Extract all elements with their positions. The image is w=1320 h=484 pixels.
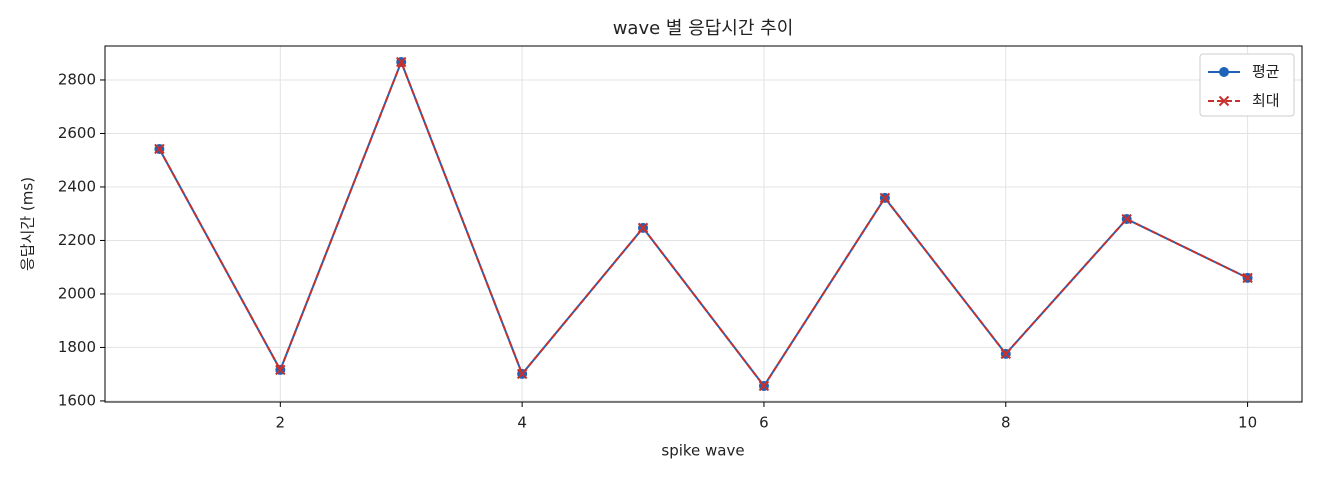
legend-box (1199, 53, 1295, 117)
legend-marker (1218, 95, 1230, 107)
point (1000, 348, 1011, 360)
y-tick-label: 2200 (58, 231, 96, 249)
legend-label: 평균 (1252, 63, 1280, 81)
x-tick-label: 8 (1001, 414, 1011, 432)
point (1242, 272, 1253, 284)
x-tick-label: 2 (276, 414, 286, 432)
plot-frame (104, 45, 1303, 403)
x-axis-label: spike wave (661, 442, 744, 460)
point (275, 364, 286, 376)
y-tick-label: 2400 (58, 177, 96, 195)
chart-title: wave 별 응답시간 추이 (613, 18, 794, 39)
point (1121, 213, 1132, 225)
y-axis-label: 응답시간 (ms) (19, 177, 37, 271)
y-tick-label: 1800 (58, 338, 96, 356)
y-tick-label: 2800 (58, 70, 96, 88)
y-tick-label: 2600 (58, 124, 96, 142)
x-tick-label: 10 (1238, 414, 1257, 432)
series-line (158, 59, 1249, 388)
point (637, 222, 649, 234)
x-tick-label: 6 (759, 414, 769, 432)
point (396, 56, 407, 68)
point (879, 192, 891, 204)
y-tick-label: 1600 (58, 391, 96, 409)
legend-label: 최대 (1252, 92, 1280, 110)
y-tick-label: 2000 (58, 284, 96, 302)
point (758, 380, 770, 392)
point (154, 143, 165, 155)
x-tick-label: 4 (517, 414, 527, 432)
point (516, 368, 528, 380)
legend-marker (1219, 67, 1229, 77)
